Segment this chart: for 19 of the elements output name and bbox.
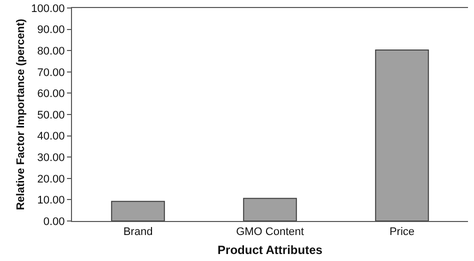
y-tick-label: 20.00 — [37, 173, 65, 186]
y-tick-label: 80.00 — [37, 45, 65, 58]
y-tick-label: 10.00 — [37, 194, 65, 207]
bar — [243, 198, 297, 221]
bar — [375, 49, 429, 221]
y-tick-label: 60.00 — [37, 88, 65, 100]
bar — [111, 200, 165, 221]
x-tick-label: Brand — [123, 226, 153, 238]
x-tick-label: Price — [389, 226, 415, 238]
y-tick-label: 90.00 — [37, 24, 65, 36]
y-axis-title: Relative Factor Importance (percent) — [14, 18, 27, 210]
y-tick-label: 70.00 — [37, 66, 65, 79]
x-axis-title: Product Attributes — [218, 243, 323, 258]
x-tick-label: GMO Content — [236, 226, 304, 238]
y-tick-label: 40.00 — [37, 130, 65, 143]
y-tick-label: 0.00 — [43, 216, 65, 228]
y-tick-label: 50.00 — [37, 109, 65, 122]
y-tick-label: 30.00 — [37, 152, 65, 164]
y-tick-label: 100.00 — [31, 2, 65, 15]
